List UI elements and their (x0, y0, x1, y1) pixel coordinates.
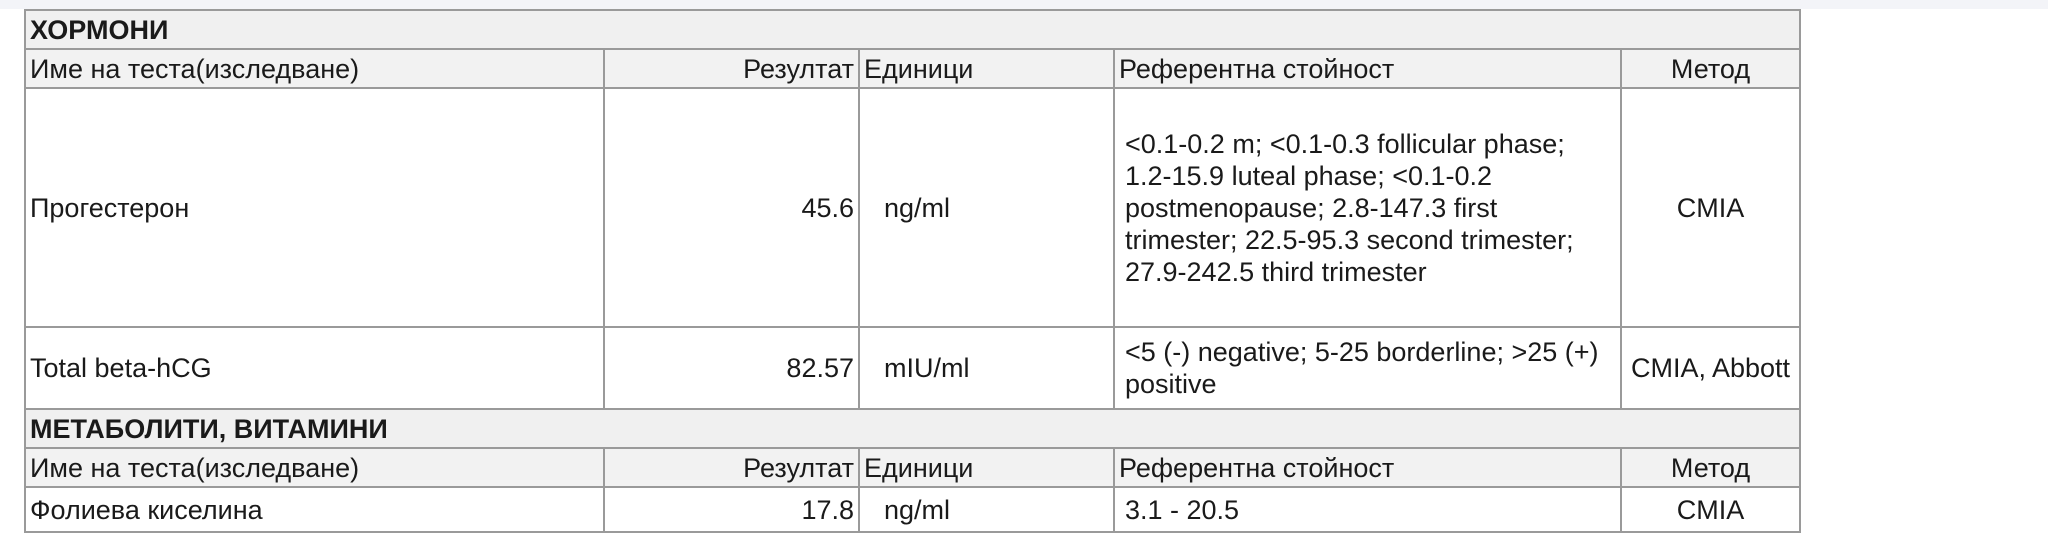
test-method: CMIA, Abbott (1619, 326, 1802, 410)
header-reference: Референтна стойност (1113, 447, 1622, 488)
test-name: Фолиева киселина (24, 486, 605, 533)
section-title: МЕТАБОЛИТИ, ВИТАМИНИ (23, 408, 1802, 449)
section-header-metabolites: МЕТАБОЛИТИ, ВИТАМИНИ (23, 408, 1802, 449)
test-method: CMIA (1619, 486, 1802, 533)
table-row: Фолиева киселина 17.8 ng/ml 3.1 - 20.5 C… (24, 486, 1802, 533)
test-units: mIU/ml (858, 326, 1115, 410)
test-reference: 3.1 - 20.5 (1113, 486, 1622, 533)
header-result: Резултат (603, 48, 860, 89)
section-header-hormones: ХОРМОНИ (23, 9, 1802, 50)
test-name: Total beta-hCG (24, 326, 605, 410)
test-reference: <0.1-0.2 m; <0.1-0.3 follicular phase; 1… (1113, 87, 1622, 328)
header-result: Резултат (603, 447, 860, 488)
header-units: Единици (858, 447, 1115, 488)
table-row: Прогестерон 45.6 ng/ml <0.1-0.2 m; <0.1-… (24, 87, 1802, 328)
header-units: Единици (858, 48, 1115, 89)
header-method: Метод (1619, 447, 1802, 488)
header-method: Метод (1619, 48, 1802, 89)
column-header-row: Име на теста(изследване) Резултат Единиц… (24, 447, 1802, 488)
header-reference: Референтна стойност (1113, 48, 1622, 89)
test-method: CMIA (1619, 87, 1802, 328)
column-header-row: Име на теста(изследване) Резултат Единиц… (24, 48, 1802, 89)
test-result: 82.57 (603, 326, 860, 410)
header-name: Име на теста(изследване) (24, 447, 605, 488)
test-reference: <5 (-) negative; 5-25 borderline; >25 (+… (1113, 326, 1622, 410)
test-units: ng/ml (858, 486, 1115, 533)
lab-results-table: ХОРМОНИ Име на теста(изследване) Резулта… (23, 9, 1802, 533)
top-band (0, 0, 2048, 9)
section-title: ХОРМОНИ (23, 9, 1802, 50)
test-result: 17.8 (603, 486, 860, 533)
test-units: ng/ml (858, 87, 1115, 328)
header-name: Име на теста(изследване) (24, 48, 605, 89)
table-row: Total beta-hCG 82.57 mIU/ml <5 (-) negat… (24, 326, 1802, 410)
test-result: 45.6 (603, 87, 860, 328)
test-name: Прогестерон (24, 87, 605, 328)
